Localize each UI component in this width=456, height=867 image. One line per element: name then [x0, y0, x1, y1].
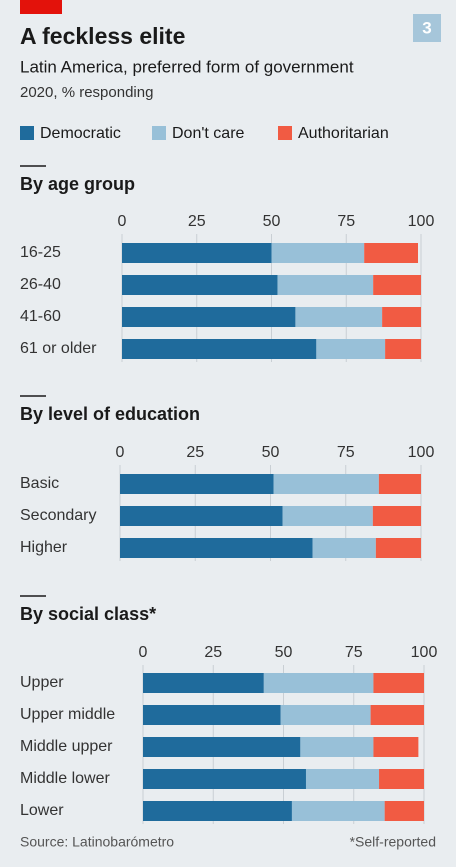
badge-number: 3	[422, 18, 431, 37]
bar-segment	[384, 801, 424, 821]
bar-segment	[282, 506, 373, 526]
category-label: Upper middle	[20, 706, 115, 723]
bar-segment	[277, 275, 374, 295]
category-label: Upper	[20, 674, 64, 691]
bar-segment	[143, 737, 301, 757]
bar-segment	[382, 307, 421, 327]
bar-segment	[120, 474, 274, 494]
legend-swatch	[278, 126, 292, 140]
bar-segment	[370, 705, 424, 725]
legend-label: Democratic	[40, 125, 121, 142]
bar-segment	[280, 705, 371, 725]
category-label: Lower	[20, 802, 64, 819]
section-title: By level of education	[20, 404, 200, 424]
subtitle: Latin America, preferred form of governm…	[20, 57, 354, 76]
category-label: 16-25	[20, 244, 61, 261]
x-tick-label: 100	[408, 213, 435, 230]
section-title: By age group	[20, 174, 135, 194]
x-tick-label: 50	[262, 444, 280, 461]
bar-segment	[372, 506, 421, 526]
bar-segment	[373, 737, 419, 757]
bar-segment	[122, 339, 317, 359]
bar-segment	[263, 673, 374, 693]
bar-segment	[305, 769, 380, 789]
section-title: By social class*	[20, 604, 156, 624]
x-tick-label: 50	[263, 213, 281, 230]
x-tick-label: 25	[188, 213, 206, 230]
bar-segment	[373, 673, 424, 693]
x-tick-label: 100	[411, 644, 438, 661]
category-label: Basic	[20, 475, 59, 492]
bar-segment	[122, 243, 272, 263]
bar-segment	[378, 474, 421, 494]
category-label: Higher	[20, 539, 68, 556]
x-tick-label: 0	[139, 644, 148, 661]
bar-segment	[122, 307, 296, 327]
bar-segment	[120, 538, 313, 558]
bar-segment	[316, 339, 386, 359]
bar-segment	[120, 506, 283, 526]
bar-segment	[122, 275, 278, 295]
category-label: Middle upper	[20, 738, 113, 755]
category-label: 41-60	[20, 308, 61, 325]
bar-segment	[291, 801, 385, 821]
x-tick-label: 75	[337, 213, 355, 230]
bar-segment	[271, 243, 365, 263]
bar-segment	[300, 737, 374, 757]
category-label: Middle lower	[20, 770, 110, 787]
badge	[413, 14, 441, 42]
category-label: 61 or older	[20, 340, 97, 357]
bar-segment	[375, 538, 421, 558]
bar-segment	[385, 339, 421, 359]
bar-segment	[295, 307, 383, 327]
footnote: *Self-reported	[350, 834, 436, 850]
bar-segment	[143, 769, 306, 789]
bar-segment	[143, 673, 264, 693]
brand-tag	[20, 0, 62, 14]
bar-segment	[379, 769, 424, 789]
x-tick-label: 75	[345, 644, 363, 661]
x-tick-label: 0	[118, 213, 127, 230]
category-label: Secondary	[20, 507, 97, 524]
legend-swatch	[20, 126, 34, 140]
source: Source: Latinobarómetro	[20, 834, 174, 850]
x-tick-label: 25	[186, 444, 204, 461]
title: A feckless elite	[20, 23, 185, 49]
x-tick-label: 50	[275, 644, 293, 661]
bar-segment	[364, 243, 419, 263]
bar-segment	[273, 474, 379, 494]
bar-segment	[143, 705, 281, 725]
x-tick-label: 0	[116, 444, 125, 461]
bar-segment	[143, 801, 292, 821]
category-label: 26-40	[20, 276, 61, 293]
x-tick-label: 100	[408, 444, 435, 461]
legend-swatch	[152, 126, 166, 140]
x-tick-label: 25	[204, 644, 222, 661]
bar-segment	[312, 538, 376, 558]
x-tick-label: 75	[337, 444, 355, 461]
legend-label: Authoritarian	[298, 125, 389, 142]
note: 2020, % responding	[20, 84, 153, 101]
bar-segment	[373, 275, 421, 295]
legend-label: Don't care	[172, 125, 245, 142]
